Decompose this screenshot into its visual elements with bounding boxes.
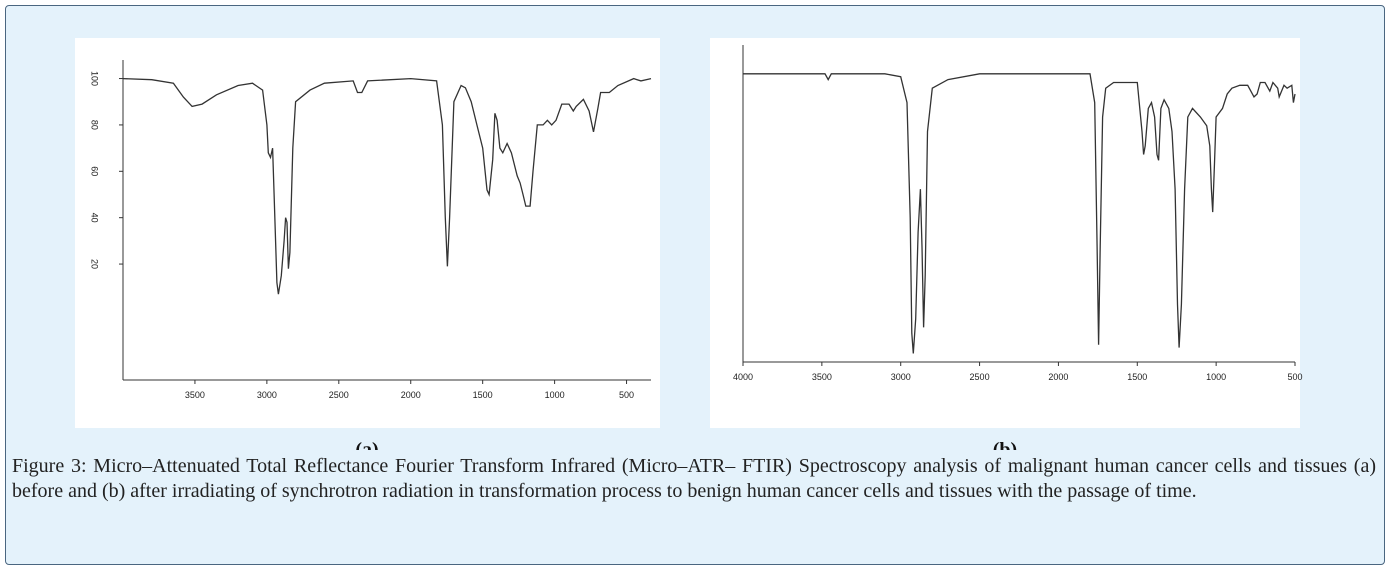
y-tick-label: 40 <box>90 213 100 223</box>
x-tick-label: 500 <box>619 390 634 400</box>
x-tick-label: 3500 <box>812 372 832 382</box>
spectrum-line <box>122 77 652 295</box>
x-tick-label: 1500 <box>1127 372 1147 382</box>
x-tick-label: 4000 <box>733 372 753 382</box>
y-tick-label: 80 <box>90 120 100 130</box>
panel-b-background <box>710 38 1300 428</box>
y-tick-label: 60 <box>90 166 100 176</box>
x-tick-label: 3000 <box>891 372 911 382</box>
x-tick-label: 1000 <box>545 390 565 400</box>
x-tick-label: 3000 <box>257 390 277 400</box>
figure-caption: Figure 3: Micro–Attenuated Total Reflect… <box>12 455 1376 502</box>
x-tick-label: 2500 <box>329 390 349 400</box>
x-tick-label: 1000 <box>1206 372 1226 382</box>
panel-a-background <box>75 38 660 428</box>
x-tick-label: 2000 <box>401 390 421 400</box>
panel-label: (b) <box>993 439 1017 450</box>
y-tick-label: 20 <box>90 259 100 269</box>
x-tick-label: 1500 <box>473 390 493 400</box>
spectrum-line <box>743 73 1296 354</box>
x-tick-label: 3500 <box>185 390 205 400</box>
y-tick-label: 100 <box>90 71 100 86</box>
figure-charts: 3500 3000 2500 2000 1500 1000 500 100 80 60 40 20 (a… <box>75 38 1303 450</box>
x-tick-label: 2000 <box>1048 372 1068 382</box>
x-tick-label: 2500 <box>970 372 990 382</box>
x-tick-label: 500 <box>1287 372 1302 382</box>
panel-label: (a) <box>355 439 378 450</box>
